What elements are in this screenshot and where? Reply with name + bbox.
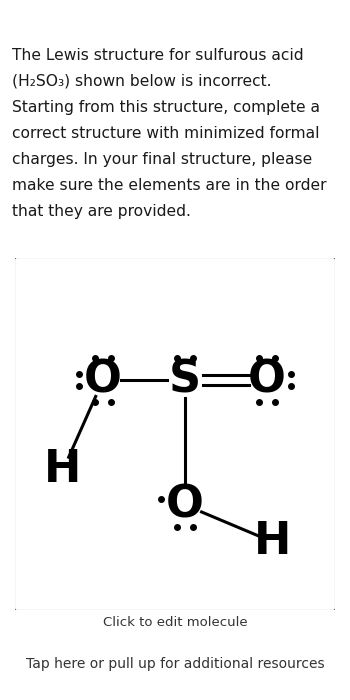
Text: ‹: ‹: [15, 9, 24, 29]
Text: correct structure with minimized formal: correct structure with minimized formal: [12, 126, 320, 141]
Text: make sure the elements are in the order: make sure the elements are in the order: [12, 178, 327, 193]
Text: The Lewis structure for sulfurous acid: The Lewis structure for sulfurous acid: [12, 48, 304, 63]
Text: O: O: [166, 484, 204, 526]
Text: S: S: [169, 358, 201, 402]
Text: (H₂SO₃) shown below is incorrect.: (H₂SO₃) shown below is incorrect.: [12, 74, 272, 89]
Text: O: O: [84, 358, 122, 402]
Text: H: H: [44, 449, 82, 491]
Text: Tap here or pull up for additional resources: Tap here or pull up for additional resou…: [26, 657, 324, 671]
Text: Question 18 of 34: Question 18 of 34: [107, 11, 243, 27]
Text: that they are provided.: that they are provided.: [12, 204, 191, 219]
Text: Click to edit molecule: Click to edit molecule: [103, 615, 247, 629]
FancyBboxPatch shape: [14, 257, 336, 611]
Text: charges. In your final structure, please: charges. In your final structure, please: [12, 152, 312, 167]
Text: O: O: [248, 358, 286, 402]
Text: Submit: Submit: [288, 11, 342, 27]
Text: H: H: [254, 521, 292, 564]
Text: Starting from this structure, complete a: Starting from this structure, complete a: [12, 100, 320, 115]
